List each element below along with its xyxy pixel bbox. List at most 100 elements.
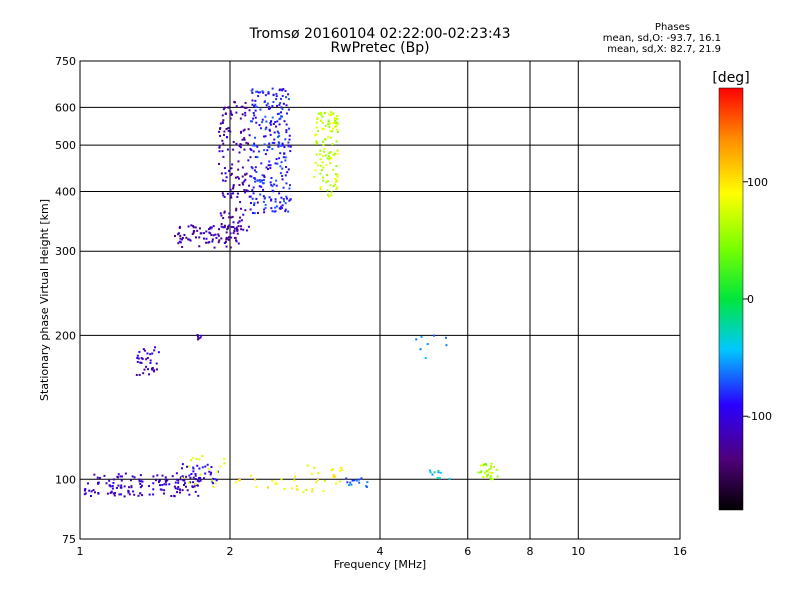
echo-point — [287, 144, 290, 147]
echo-point — [179, 237, 182, 240]
echo-point — [283, 146, 286, 149]
echo-point — [285, 123, 288, 126]
echo-point — [263, 176, 266, 179]
echo-point — [232, 148, 235, 151]
echo-point — [236, 192, 239, 195]
echo-point — [131, 475, 134, 478]
echo-point — [218, 146, 221, 149]
echo-point — [224, 172, 227, 175]
echo-point — [315, 133, 318, 136]
echo-point — [269, 181, 272, 184]
echo-point — [321, 115, 324, 118]
chart-subtitle: RwPretec (Bp) — [330, 40, 430, 56]
echo-point — [223, 242, 226, 245]
echo-point — [182, 483, 185, 486]
echo-point — [247, 225, 250, 228]
echo-point — [282, 102, 285, 105]
y-tick-label: 200 — [55, 329, 76, 342]
x-tick-label: 1 — [77, 545, 84, 558]
echo-point — [327, 155, 330, 158]
echo-point — [280, 478, 283, 481]
echo-point — [302, 491, 305, 494]
echo-point — [229, 174, 232, 177]
echo-point — [321, 176, 324, 179]
echo-point — [217, 241, 220, 244]
echo-point — [253, 212, 256, 215]
x-ticks: 1 2 4 6 8 10 16 — [77, 545, 688, 558]
echo-point — [139, 474, 142, 477]
echo-point — [284, 202, 287, 205]
echo-point — [290, 487, 293, 490]
echo-point — [184, 482, 187, 485]
echo-point — [321, 161, 324, 164]
echo-point — [151, 367, 154, 370]
echo-point — [483, 472, 486, 475]
echo-point — [244, 178, 247, 181]
echo-point — [123, 495, 126, 498]
echo-point — [266, 149, 269, 152]
echo-point — [336, 149, 339, 152]
echo-point — [275, 184, 278, 187]
echo-point — [225, 237, 228, 240]
echo-point — [222, 119, 225, 122]
echo-point — [181, 463, 184, 466]
echo-point — [276, 104, 279, 107]
echo-point — [220, 214, 223, 217]
echo-point — [228, 216, 231, 219]
echo-point — [287, 108, 290, 111]
echo-point — [233, 230, 236, 233]
echo-point — [83, 493, 86, 496]
echo-point — [315, 153, 318, 156]
echo-point — [171, 475, 174, 478]
echo-point — [92, 489, 95, 492]
echo-point — [251, 88, 254, 91]
echo-point — [288, 134, 291, 137]
echo-point — [315, 140, 318, 143]
echo-point — [229, 117, 232, 120]
echo-point — [264, 206, 267, 209]
echo-point — [235, 142, 238, 145]
echo-point — [163, 489, 166, 492]
echo-point — [488, 471, 491, 474]
echo-point — [136, 356, 139, 359]
echo-point — [224, 112, 227, 115]
echo-point — [489, 475, 492, 478]
echo-point — [165, 479, 168, 482]
echo-point — [275, 158, 278, 161]
echo-point — [222, 155, 225, 158]
colorbar-ticks: 100 0 -100 — [743, 176, 772, 423]
echo-point — [281, 178, 284, 181]
echo-point — [193, 485, 196, 488]
echo-point — [273, 131, 276, 134]
echo-point — [336, 117, 339, 120]
echo-point — [124, 472, 127, 475]
echo-point — [331, 468, 334, 471]
echo-point — [232, 192, 235, 195]
echo-point — [319, 149, 322, 152]
echo-point — [226, 148, 229, 151]
echo-point — [273, 141, 276, 144]
echo-point — [328, 113, 331, 116]
echo-point — [351, 479, 354, 482]
echo-point — [143, 368, 146, 371]
echo-point — [262, 200, 265, 203]
echo-point — [253, 144, 256, 147]
echo-point — [253, 176, 256, 179]
echo-point — [491, 478, 494, 481]
echo-point — [316, 478, 319, 481]
echo-point — [192, 481, 195, 484]
echo-point — [258, 185, 261, 188]
echo-point — [353, 479, 356, 482]
echo-point — [282, 197, 285, 200]
echo-point — [139, 361, 142, 364]
echo-point — [365, 485, 368, 488]
echo-point — [247, 142, 250, 145]
echo-point — [235, 111, 238, 114]
echo-point — [274, 200, 277, 203]
echo-point — [201, 466, 204, 469]
echo-point — [173, 495, 176, 498]
y-ticks: 75 100 200 300 400 500 600 750 — [55, 55, 76, 546]
echo-point — [251, 197, 254, 200]
echo-point — [334, 117, 337, 120]
echo-point — [208, 231, 211, 234]
